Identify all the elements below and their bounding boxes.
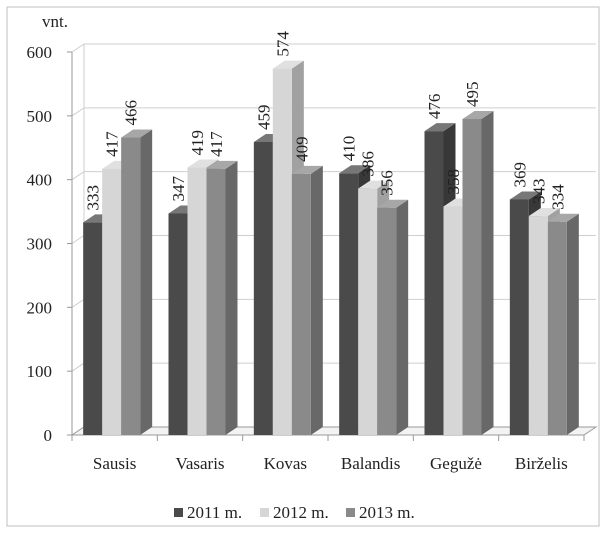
bar-front bbox=[377, 207, 397, 435]
data-label: 386 bbox=[359, 151, 378, 177]
bar bbox=[291, 165, 323, 435]
bar-side bbox=[225, 160, 238, 435]
bar-side bbox=[396, 199, 409, 435]
bar-top bbox=[424, 123, 456, 132]
data-label: 347 bbox=[169, 175, 188, 201]
x-tick-label: Kovas bbox=[264, 454, 307, 473]
data-label: 495 bbox=[463, 82, 482, 108]
y-tick-label: 300 bbox=[27, 235, 53, 254]
legend-item: 2012 m. bbox=[260, 503, 329, 522]
bar-front bbox=[291, 173, 311, 435]
bar-front bbox=[443, 206, 463, 435]
x-tick-label: Balandis bbox=[341, 454, 401, 473]
bar-top bbox=[462, 111, 494, 120]
data-label: 333 bbox=[84, 185, 103, 211]
bar-front bbox=[424, 131, 444, 436]
y-tick-label: 100 bbox=[27, 362, 53, 381]
bar bbox=[206, 160, 238, 435]
legend-swatch bbox=[174, 508, 183, 517]
bar-front bbox=[253, 142, 273, 435]
data-label: 343 bbox=[529, 179, 548, 205]
bar-front bbox=[168, 213, 188, 435]
bar-top bbox=[509, 191, 541, 200]
data-label: 419 bbox=[188, 130, 207, 156]
x-tick-label: Gegužė bbox=[430, 454, 482, 473]
x-tick-label: Birželis bbox=[515, 454, 568, 473]
bar bbox=[377, 199, 409, 435]
legend-label: 2012 m. bbox=[273, 503, 329, 522]
bar bbox=[462, 111, 494, 436]
bar-front bbox=[83, 222, 103, 435]
bar-side bbox=[310, 165, 323, 435]
bar-front bbox=[547, 221, 567, 435]
legend-swatch bbox=[260, 508, 269, 517]
bar-front bbox=[462, 119, 482, 436]
data-label: 334 bbox=[548, 184, 567, 210]
x-tick-label: Sausis bbox=[93, 454, 136, 473]
bar-front bbox=[509, 199, 529, 435]
data-label: 466 bbox=[122, 100, 141, 126]
bar-front bbox=[528, 216, 548, 435]
bar-top bbox=[187, 159, 219, 168]
data-label: 417 bbox=[103, 131, 122, 157]
legend-label: 2013 m. bbox=[359, 503, 415, 522]
y-axis-unit-label: vnt. bbox=[42, 12, 68, 31]
x-tick-label: Vasaris bbox=[175, 454, 224, 473]
legend-item: 2013 m. bbox=[346, 503, 415, 522]
bar-front bbox=[187, 167, 207, 435]
bar-front bbox=[272, 68, 292, 435]
data-label: 417 bbox=[207, 131, 226, 157]
data-label: 476 bbox=[425, 94, 444, 120]
bar-top bbox=[206, 160, 238, 169]
y-tick-label: 400 bbox=[27, 171, 53, 190]
bar bbox=[121, 129, 153, 435]
bar-top bbox=[358, 180, 390, 189]
legend-swatch bbox=[346, 508, 355, 517]
y-tick-label: 200 bbox=[27, 298, 53, 317]
bar-top bbox=[339, 165, 371, 174]
bar-front bbox=[358, 188, 378, 435]
bars bbox=[83, 60, 579, 436]
y-tick-label: 0 bbox=[44, 426, 53, 445]
bar-top bbox=[291, 165, 323, 174]
data-label: 410 bbox=[340, 136, 359, 162]
bar-top bbox=[121, 129, 153, 138]
y-tick-label: 600 bbox=[27, 43, 53, 62]
legend: 2011 m. 2012 m. 2013 m. bbox=[174, 503, 415, 522]
bar-front bbox=[339, 173, 359, 436]
bar-top bbox=[528, 208, 560, 217]
bar-side bbox=[140, 129, 153, 435]
legend-label: 2011 m. bbox=[187, 503, 242, 522]
data-label: 574 bbox=[273, 31, 292, 57]
data-label: 409 bbox=[292, 136, 311, 162]
data-label: 369 bbox=[510, 162, 529, 188]
data-label: 459 bbox=[254, 105, 273, 131]
bar-side bbox=[481, 111, 494, 436]
y-tick-label: 500 bbox=[27, 107, 53, 126]
bar bbox=[547, 213, 579, 435]
bar-top bbox=[377, 199, 409, 208]
bar-front bbox=[102, 168, 122, 435]
bar-front bbox=[121, 137, 141, 435]
bar-top bbox=[272, 60, 304, 69]
bar-top bbox=[547, 213, 579, 222]
legend-item: 2011 m. bbox=[174, 503, 242, 522]
bar-side bbox=[566, 213, 579, 435]
data-label: 358 bbox=[444, 169, 463, 195]
data-label: 356 bbox=[378, 170, 397, 196]
bar-front bbox=[206, 168, 226, 435]
